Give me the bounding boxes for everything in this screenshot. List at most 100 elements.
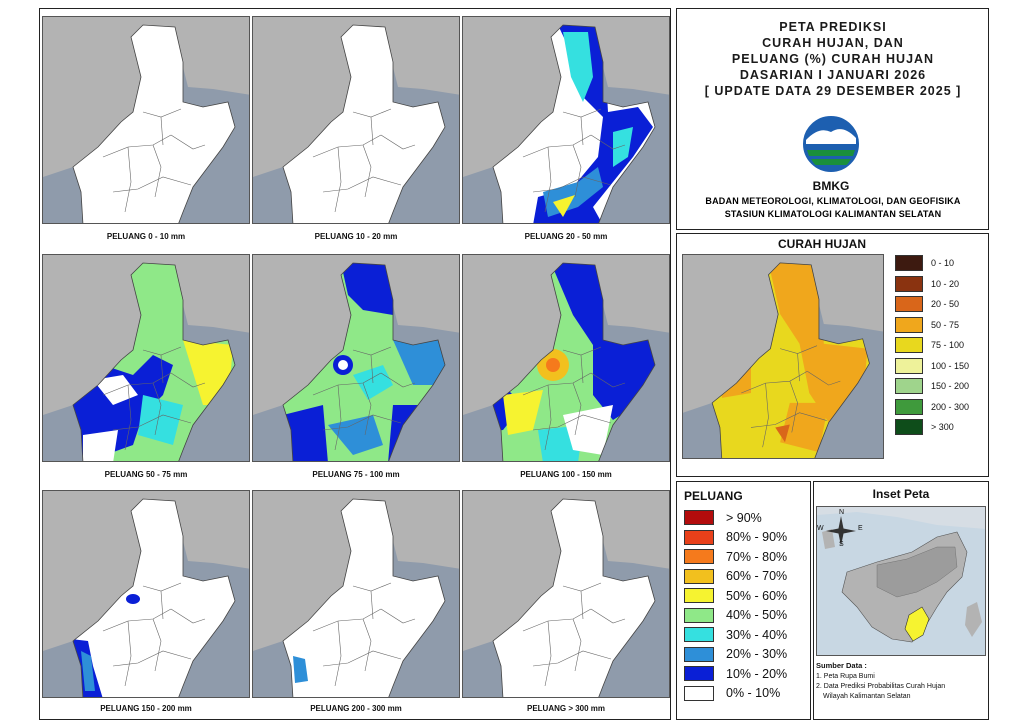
title-block: PETA PREDIKSI CURAH HUJAN, DAN PELUANG (… <box>678 10 988 99</box>
bmkg-logo: BMKG <box>801 114 861 194</box>
prob-legend-swatch <box>684 607 714 623</box>
title-line: [ UPDATE DATA 29 DESEMBER 2025 ] <box>704 84 962 98</box>
rain-legend-item: 200 - 300 <box>895 398 970 415</box>
panel-label: PELUANG 200 - 300 mm <box>310 704 402 713</box>
rain-legend-swatch <box>895 357 923 374</box>
map-panel-50-75 <box>42 254 250 462</box>
bmkg-logo-icon <box>803 116 859 172</box>
rain-legend-label: > 300 <box>931 422 954 432</box>
rain-legend-title: CURAH HUJAN <box>778 237 867 251</box>
panel-label: PELUANG 0 - 10 mm <box>106 232 186 241</box>
rain-legend-swatch <box>895 419 923 435</box>
rain-legend-item: 10 - 20 <box>895 275 960 292</box>
prob-legend-swatch <box>684 529 714 545</box>
prob-legend-item: 10% - 20% <box>684 666 787 681</box>
prob-legend-label: 30% - 40% <box>726 627 788 642</box>
prob-legend-item: > 90% <box>684 510 762 525</box>
map-panel-75-100 <box>252 254 460 462</box>
rain-legend-swatch <box>895 337 923 353</box>
bmkg-logo-text: BMKG <box>812 179 850 193</box>
title-line: PELUANG (%) CURAH HUJAN <box>731 52 935 66</box>
prob-legend-swatch <box>684 685 714 701</box>
rain-legend-swatch <box>895 275 923 292</box>
source-item: Wilayah Kalimantan Selatan <box>823 693 911 700</box>
map-panel-200-300 <box>252 490 460 698</box>
prob-legend-item: 30% - 40% <box>684 627 787 642</box>
rain-legend-item: 50 - 75 <box>895 316 960 333</box>
rain-legend-swatch <box>895 398 923 415</box>
prob-legend-item: 20% - 30% <box>684 646 788 662</box>
prob-legend-item: 50% - 60% <box>684 588 787 603</box>
map-panel-100-150 <box>462 254 670 462</box>
agency-line: STASIUN KLIMATOLOGI KALIMANTAN SELATAN <box>724 209 942 219</box>
panel-label: PELUANG 10 - 20 mm <box>314 232 398 241</box>
prob-legend-label: > 90% <box>726 510 762 525</box>
compass-e: E <box>858 525 863 532</box>
rain-legend-item: 100 - 150 <box>895 357 970 374</box>
map-panel-20-50 <box>462 16 670 224</box>
prob-legend-swatch <box>684 549 714 564</box>
rain-legend-item: > 300 <box>895 419 954 435</box>
prob-legend-swatch <box>684 646 714 662</box>
prob-legend-title: PELUANG <box>684 489 743 503</box>
rain-legend-item: 20 - 50 <box>895 296 959 312</box>
inset-title: Inset Peta <box>872 487 930 501</box>
source-item: 2. Data Prediksi Probabilitas Curah Huja… <box>816 683 946 690</box>
title-line: CURAH HUJAN, DAN <box>762 36 904 50</box>
map-panel-0-10 <box>42 16 250 224</box>
prob-legend-label: 0% - 10% <box>726 686 781 700</box>
prob-legend-label: 70% - 80% <box>726 549 788 564</box>
compass-n: N <box>839 509 845 516</box>
prob-legend-label: 50% - 60% <box>726 588 788 603</box>
rain-legend-swatch <box>895 316 923 333</box>
rain-legend-label: 200 - 300 <box>931 401 970 412</box>
prob-legend-swatch <box>684 588 714 603</box>
prob-legend-item: 70% - 80% <box>684 549 787 564</box>
compass-w: W <box>817 525 824 532</box>
rain-legend-swatch <box>895 255 923 271</box>
prob-legend-item: 60% - 70% <box>684 568 788 584</box>
rain-legend-label: 100 - 150 <box>931 360 970 371</box>
rain-legend-label: 10 - 20 <box>931 278 960 289</box>
rain-legend-item: 0 - 10 <box>895 255 954 271</box>
agency-line: BADAN METEOROLOGI, KLIMATOLOGI, DAN GEOF… <box>705 196 961 206</box>
map-panel-300-plus <box>462 490 670 698</box>
panel-label: PELUANG 150 - 200 mm <box>100 704 192 713</box>
prob-legend-swatch <box>684 568 714 584</box>
prob-legend-label: 40% - 50% <box>726 608 788 622</box>
prob-legend-swatch <box>684 666 714 681</box>
prob-legend-label: 60% - 70% <box>726 569 788 583</box>
prob-legend-label: 80% - 90% <box>726 530 788 544</box>
inset-map: N S E W <box>816 506 986 656</box>
rain-legend-label: 50 - 75 <box>931 319 960 330</box>
prob-legend-item: 40% - 50% <box>684 607 788 623</box>
compass-s: S <box>839 541 844 548</box>
panel-label: PELUANG 75 - 100 mm <box>312 470 400 479</box>
compass-icon <box>826 516 856 546</box>
rain-legend-label: 75 - 100 <box>931 340 965 350</box>
panel-label: PELUANG 100 - 150 mm <box>520 470 612 479</box>
rain-legend-swatch <box>895 378 923 394</box>
title-line: PETA PREDIKSI <box>779 20 887 34</box>
prob-legend-label: 10% - 20% <box>726 666 788 681</box>
rain-legend-item: 75 - 100 <box>895 337 964 353</box>
rain-legend-label: 150 - 200 <box>931 381 970 391</box>
prob-legend-swatch <box>684 627 714 642</box>
prob-legend-item: 80% - 90% <box>684 529 788 545</box>
map-panel-150-200 <box>42 490 250 698</box>
sources-block: Sumber Data : 1. Peta Rupa Bumi 2. Data … <box>816 661 988 702</box>
prob-legend-swatch <box>684 510 714 525</box>
rain-legend-label: 20 - 50 <box>931 299 960 309</box>
title-line: DASARIAN I JANUARI 2026 <box>739 68 927 82</box>
source-item: 1. Peta Rupa Bumi <box>816 673 875 680</box>
rain-map <box>682 254 884 459</box>
agency-block: BADAN METEOROLOGI, KLIMATOLOGI, DAN GEOF… <box>678 195 988 221</box>
rain-legend-item: 150 - 200 <box>895 378 969 394</box>
prob-legend-label: 20% - 30% <box>726 647 788 661</box>
panel-label: PELUANG 20 - 50 mm <box>524 232 608 241</box>
panel-label: PELUANG > 300 mm <box>526 704 606 713</box>
panel-label: PELUANG 50 - 75 mm <box>104 470 188 479</box>
prob-legend-item: 0% - 10% <box>684 685 781 701</box>
rain-legend-swatch <box>895 296 923 312</box>
rain-legend-label: 0 - 10 <box>931 258 955 268</box>
